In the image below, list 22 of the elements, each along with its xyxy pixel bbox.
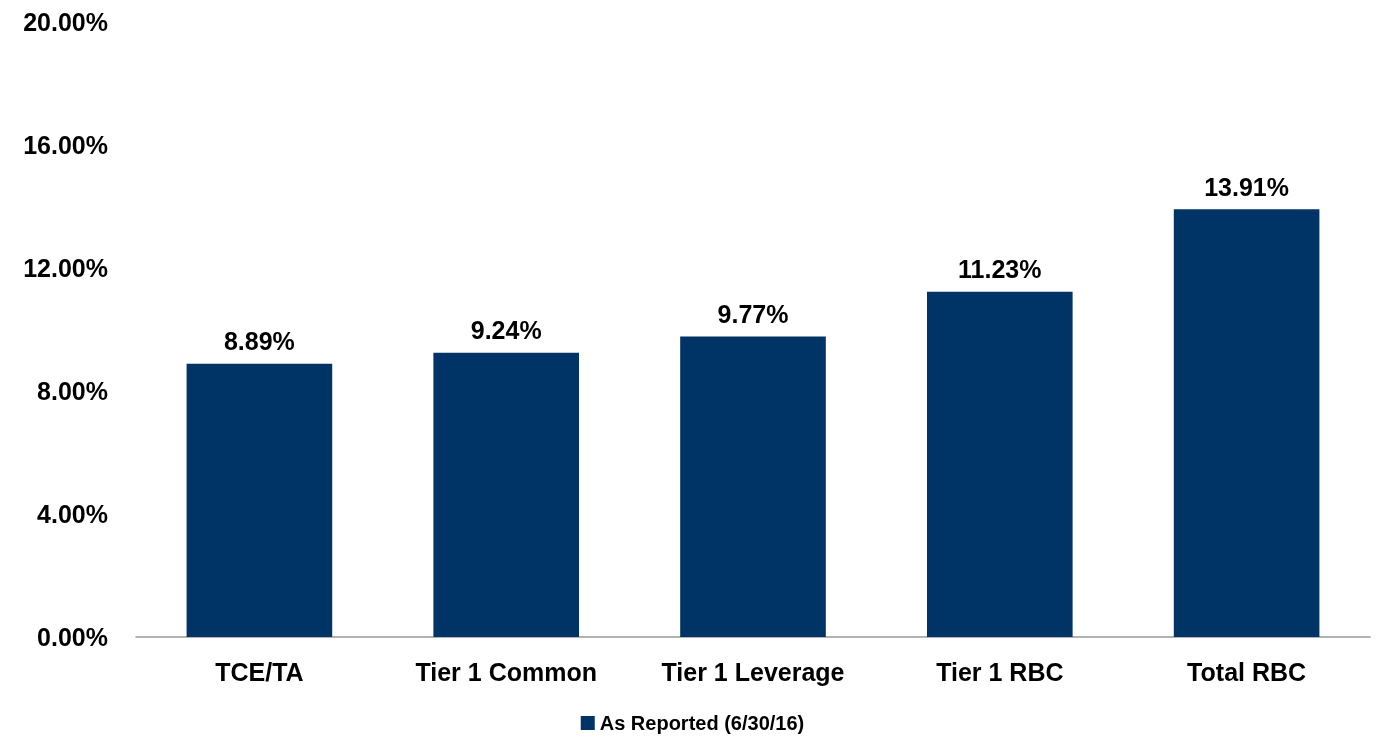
bar — [433, 352, 580, 637]
y-tick-label: 16.00% — [23, 131, 108, 159]
y-tick-label: 4.00% — [37, 500, 108, 528]
y-tick-label: 8.00% — [37, 377, 108, 405]
bar — [186, 363, 333, 637]
y-tick-label: 20.00% — [23, 8, 108, 36]
x-tick-label: Tier 1 RBC — [936, 657, 1064, 686]
data-label: 9.77% — [717, 300, 789, 329]
data-label: 13.91% — [1204, 172, 1289, 201]
x-tick-label: Tier 1 Leverage — [661, 657, 845, 686]
y-tick-label: 0.00% — [37, 623, 108, 651]
x-tick-label: TCE/TA — [215, 657, 304, 686]
data-label: 8.89% — [223, 327, 295, 356]
data-label: 11.23% — [958, 255, 1042, 284]
bar — [926, 291, 1073, 637]
x-tick-label: Total RBC — [1187, 657, 1307, 686]
bar — [680, 336, 826, 637]
data-label: 9.24% — [470, 316, 542, 345]
legend-label: As Reported (6/30/16) — [599, 712, 805, 734]
y-tick-label: 12.00% — [23, 254, 108, 282]
bar — [1173, 209, 1320, 637]
x-tick-label: Tier 1 Common — [415, 657, 597, 686]
